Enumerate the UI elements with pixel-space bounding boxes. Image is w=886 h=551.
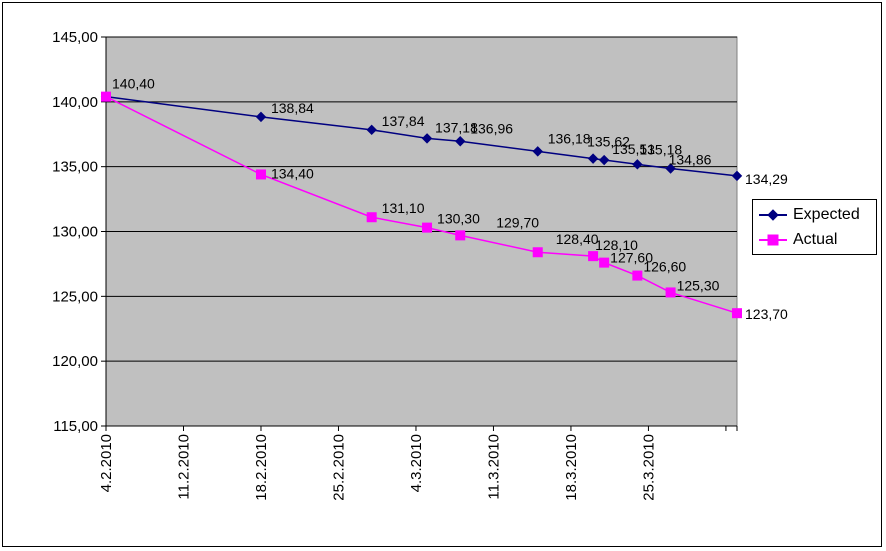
x-tick-label: 4.2.2010 — [98, 434, 115, 492]
gridlines — [101, 36, 737, 427]
x-tick-label: 18.2.2010 — [253, 434, 270, 501]
data-label-expected: 137,84 — [382, 113, 425, 129]
y-tick-label: 115,00 — [53, 418, 98, 435]
data-point-expected — [255, 111, 267, 123]
data-label-expected: 140,40 — [112, 76, 155, 92]
data-point-actual — [455, 230, 466, 241]
y-axis-tick-labels: 115,00 120,00 125,00 130,00 135,00 140,00 145,… — [52, 29, 98, 435]
data-point-actual — [588, 251, 599, 262]
data-point-actual — [255, 169, 266, 180]
data-point-expected — [598, 154, 610, 166]
data-point-expected — [421, 133, 433, 144]
data-label-expected: 136,18 — [548, 130, 591, 146]
x-tick-label: 4.3.2010 — [408, 434, 425, 492]
data-point-expected — [455, 136, 466, 147]
data-point-expected — [366, 124, 377, 136]
legend-swatch-expected — [759, 209, 787, 221]
legend-label-actual: Actual — [793, 231, 838, 248]
data-label-expected: 135,51 — [612, 141, 655, 157]
data-point-actual — [366, 212, 377, 223]
legend-label-expected: Expected — [793, 206, 860, 223]
y-tick-label: 120,00 — [52, 353, 98, 370]
y-tick-label: 140,00 — [52, 94, 98, 111]
x-tick-label: 18.3.2010 — [563, 434, 580, 501]
legend-item-expected: Expected — [753, 204, 876, 226]
data-label-expected: 138,84 — [271, 100, 314, 116]
legend: Expected Actual — [752, 199, 877, 255]
data-point-expected — [665, 163, 676, 174]
data-point-actual — [732, 308, 742, 319]
data-label-expected: 134,29 — [745, 171, 788, 187]
data-point-expected — [587, 153, 599, 164]
data-point-actual — [422, 222, 433, 233]
legend-marker-expected — [767, 209, 779, 221]
y-tick-label: 125,00 — [52, 288, 98, 305]
y-tick-label: 135,00 — [52, 159, 98, 176]
data-label-actual: 129,70 — [496, 214, 539, 230]
x-axis-tick-labels: 4.2.2010 11.2.2010 18.2.2010 25.2.2010 4.3.2… — [98, 426, 738, 501]
x-tick-label: 25.3.2010 — [640, 434, 657, 501]
data-label-actual: 127,60 — [610, 250, 653, 266]
legend-marker-actual — [767, 234, 779, 246]
legend-item-actual: Actual — [753, 229, 876, 251]
x-tick-label: 25.2.2010 — [330, 434, 347, 501]
y-tick-label: 130,00 — [52, 224, 98, 241]
data-point-actual — [599, 257, 610, 268]
data-label-actual: 126,60 — [643, 259, 686, 275]
data-label-expected: 134,86 — [669, 151, 712, 167]
x-tick-label: 11.2.2010 — [175, 434, 192, 500]
data-label-actual: 123,70 — [745, 306, 788, 322]
data-label-expected: 136,96 — [470, 120, 513, 136]
data-label-actual: 128,40 — [556, 231, 599, 247]
y-tick-label: 145,00 — [52, 29, 98, 46]
data-label-actual: 134,40 — [271, 165, 314, 181]
x-tick-label: 11.3.2010 — [485, 434, 502, 500]
data-point-actual — [532, 247, 543, 258]
legend-swatch-actual — [759, 234, 787, 246]
data-label-actual: 130,30 — [437, 211, 480, 227]
data-label-expected: 137,18 — [435, 119, 478, 135]
data-point-actual — [665, 287, 676, 298]
data-label-actual: 125,30 — [677, 277, 720, 293]
data-point-actual — [101, 91, 111, 102]
data-point-expected — [731, 170, 743, 182]
data-point-expected — [532, 146, 543, 157]
data-label-actual: 131,10 — [382, 200, 425, 216]
data-label-actual: 128,10 — [595, 237, 638, 253]
data-point-expected — [632, 159, 643, 170]
series-layer — [100, 91, 743, 319]
data-point-actual — [632, 270, 643, 281]
data-label-expected: 135,18 — [639, 141, 682, 157]
data-label-expected: 135,62 — [587, 134, 630, 150]
